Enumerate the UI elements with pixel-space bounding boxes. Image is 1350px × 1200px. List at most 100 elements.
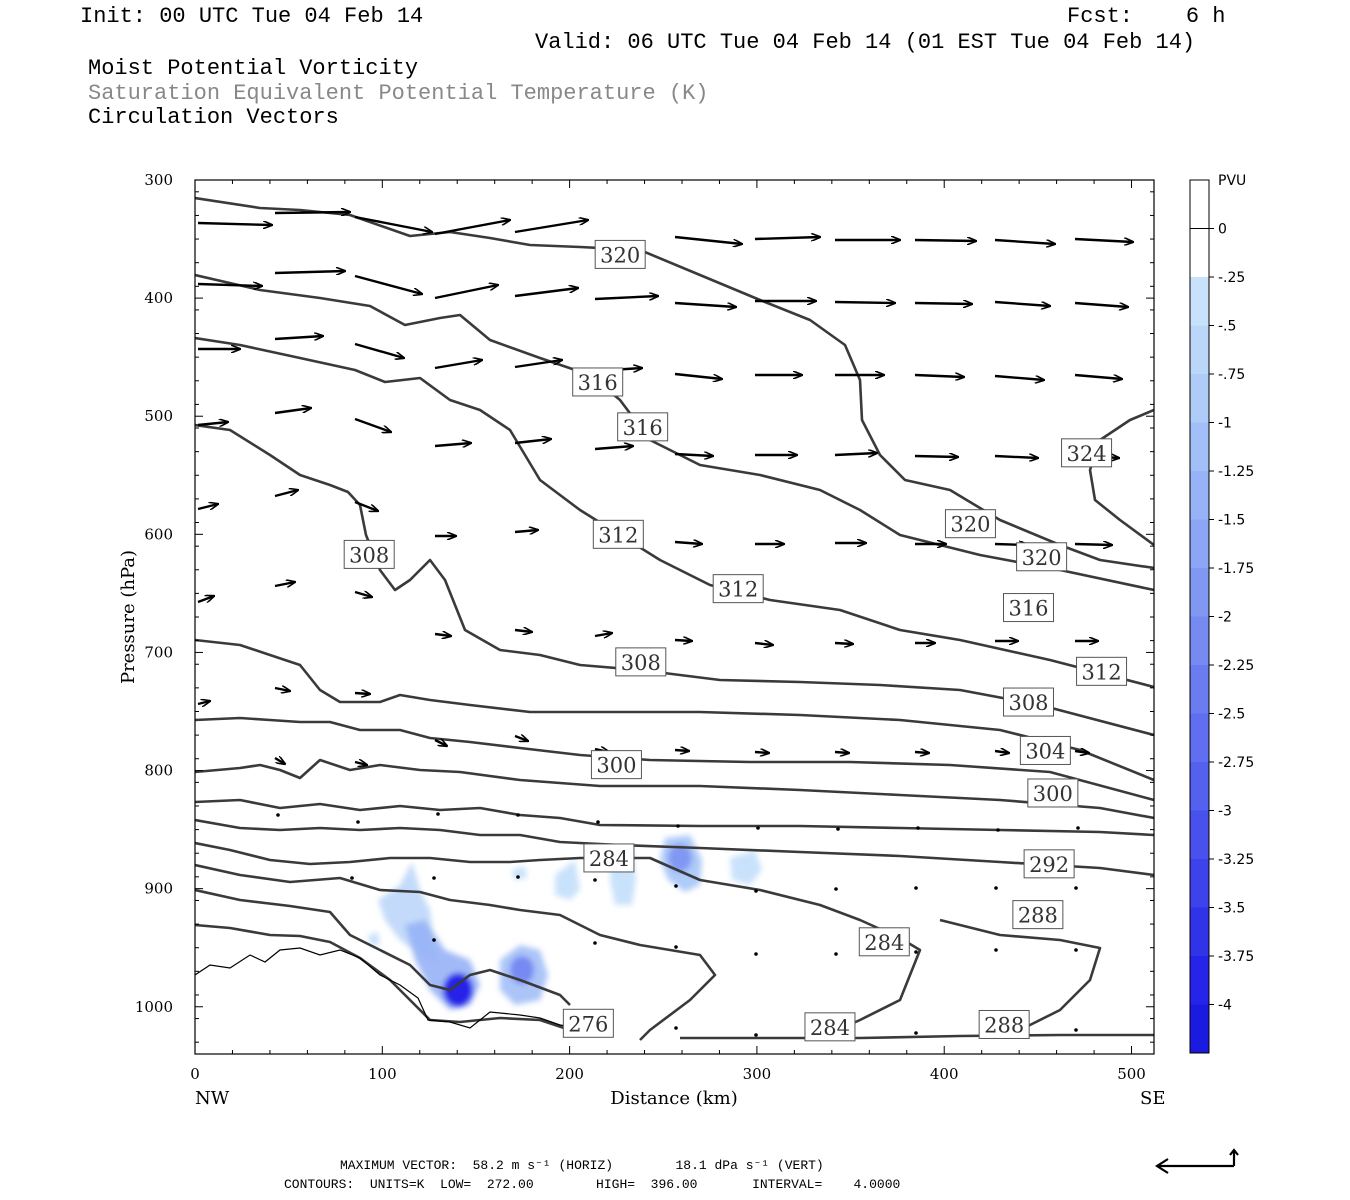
vector-dot (834, 887, 838, 891)
contour-label: 308 (1008, 691, 1048, 715)
contour-label: 292 (1029, 853, 1069, 877)
pv-core-1 (443, 973, 473, 1007)
vector-arrow (754, 237, 820, 239)
vector-arrow (994, 300, 1050, 306)
colorbar-label: -3.25 (1218, 852, 1254, 868)
vector-arrow (274, 758, 285, 764)
colorbar-swatch (1190, 762, 1209, 811)
vector-arrow (834, 453, 877, 455)
contour-label: 284 (864, 931, 904, 955)
vector-arrow (674, 750, 689, 751)
contour-label: 276 (568, 1012, 608, 1036)
colorbar-swatch (1190, 568, 1209, 617)
pv-core-2 (510, 956, 534, 984)
contour-label-box (1061, 438, 1113, 468)
vector-arrow (674, 640, 692, 641)
colorbar-swatch (1190, 907, 1209, 957)
pv-region-9 (512, 866, 527, 880)
contour-label: 288 (984, 1013, 1024, 1037)
contour-line (195, 638, 1154, 782)
vector-dot (916, 826, 920, 830)
vector-arrow (994, 238, 1055, 244)
vector-dot (350, 876, 354, 880)
colorbar-swatch (1190, 471, 1209, 520)
vector-arrow (434, 220, 510, 236)
vector-dot (1074, 948, 1078, 952)
contour-line (195, 888, 571, 1006)
colorbar-label: -2.75 (1218, 755, 1254, 771)
field-title-thetaes: Saturation Equivalent Potential Temperat… (88, 81, 709, 106)
contour-line (195, 423, 1154, 737)
contour-line (195, 841, 922, 1040)
contour-label-box (1019, 735, 1071, 765)
contour-label-box (617, 412, 669, 442)
vector-dot (676, 824, 680, 828)
y-tick-label: 500 (144, 407, 173, 425)
contour-line (195, 196, 1154, 570)
contour-label: 320 (600, 243, 640, 267)
vector-dot (593, 878, 597, 882)
pv-region-4 (555, 860, 580, 900)
y-tick-label: 900 (144, 880, 173, 898)
vector-arrow (594, 446, 633, 449)
vector-arrow (197, 223, 272, 225)
contour-label: 304 (1025, 739, 1065, 763)
vector-arrow (197, 596, 214, 604)
x-tick-label: 100 (368, 1065, 397, 1083)
vector-dot (754, 1033, 758, 1037)
contour-label-box (592, 519, 644, 549)
colorbar-swatch (1190, 519, 1209, 569)
contour-label: 288 (1018, 904, 1058, 928)
vector-arrow (1074, 751, 1089, 753)
contour-label-box (944, 509, 996, 539)
colorbar-label: -2 (1218, 610, 1232, 626)
vector-arrow (274, 582, 295, 586)
vector-arrow (514, 360, 562, 369)
vector-arrow (354, 274, 422, 294)
x-tick-label: 0 (190, 1065, 200, 1083)
vector-arrow (1074, 373, 1122, 379)
vector-dot (674, 945, 678, 949)
vector-dot (516, 813, 520, 817)
vector-arrow (197, 422, 228, 425)
contour-line (195, 798, 1154, 837)
colorbar-swatch (1190, 325, 1209, 375)
contour-label: 308 (621, 651, 661, 675)
x-endpoint-se: SE (1140, 1088, 1165, 1109)
colorbar-swatch (1190, 422, 1209, 472)
vector-arrow (274, 408, 311, 415)
colorbar-label: -.5 (1218, 319, 1236, 335)
colorbar-swatch (1190, 665, 1209, 714)
vector-dot (593, 941, 597, 945)
colorbar-swatch (1190, 713, 1209, 763)
vector-arrow (1074, 239, 1133, 242)
colorbar-label: -1.5 (1218, 513, 1245, 529)
vector-dot (432, 938, 436, 942)
contour-line (195, 336, 1154, 689)
vector-arrow (274, 271, 345, 273)
vector-dot (914, 1031, 918, 1035)
contour-line (195, 758, 1154, 820)
vector-arrow (994, 374, 1044, 380)
contour-label: 324 (1067, 442, 1107, 466)
colorbar-label: -1.25 (1218, 464, 1254, 480)
contour-line (195, 273, 1154, 592)
init-time: Init: 00 UTC Tue 04 Feb 14 (80, 4, 424, 29)
y-tick-label: 700 (144, 643, 173, 661)
contour-line (195, 716, 1154, 802)
vector-dot (914, 886, 918, 890)
vector-arrow (514, 530, 538, 532)
colorbar-label: -.25 (1218, 270, 1245, 286)
contour-label: 316 (1008, 597, 1048, 621)
contour-label: 316 (623, 416, 663, 440)
colorbar-label: -3 (1218, 804, 1232, 820)
colorbar-swatch (1190, 180, 1209, 229)
pv-shading (368, 835, 762, 1010)
vector-arrow (834, 752, 849, 753)
y-tick-label: 800 (144, 762, 173, 780)
y-tick-label: 300 (144, 171, 173, 189)
contour-line (939, 918, 1102, 1032)
colorbar-label: -1 (1218, 416, 1232, 432)
colorbar-label: -3.75 (1218, 949, 1254, 965)
vector-arrow (834, 643, 853, 644)
